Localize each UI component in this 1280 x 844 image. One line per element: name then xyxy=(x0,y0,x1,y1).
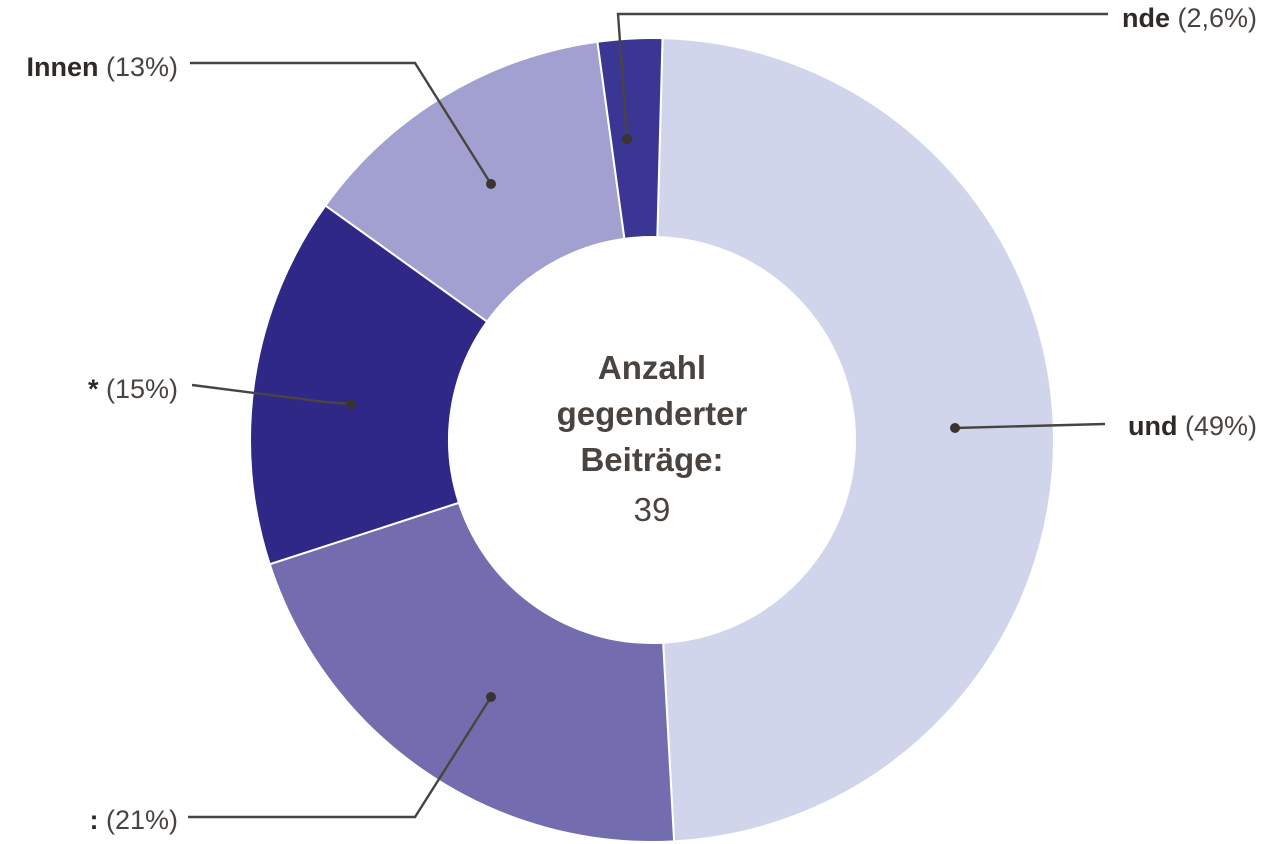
slice-label-2: : (21%) xyxy=(89,805,178,835)
leader-dot-4 xyxy=(486,179,496,189)
slice-label-name: und xyxy=(1128,411,1177,441)
center-label: Anzahl gegenderter Beiträge: 39 xyxy=(557,349,748,528)
leader-line-4 xyxy=(190,61,493,185)
slice-label-5: nde (2,6%) xyxy=(1122,3,1257,33)
slice-label-percent: (49%) xyxy=(1177,411,1257,441)
leader-lines xyxy=(188,12,1108,819)
slice-label-3: * (15%) xyxy=(88,374,178,404)
center-value: 39 xyxy=(634,491,671,528)
center-title-line-1: Anzahl xyxy=(598,349,706,386)
leader-dot-2 xyxy=(486,692,496,702)
center-title-line-3: Beiträge: xyxy=(580,441,723,478)
leader-line-1 xyxy=(954,422,1106,430)
slice-label-4: Innen (13%) xyxy=(26,52,178,82)
slice-label-name: * xyxy=(88,374,99,404)
slice-label-name: nde xyxy=(1122,3,1170,33)
donut-slices xyxy=(249,37,1055,843)
slice-label-percent: (13%) xyxy=(98,52,178,82)
leader-dot-5 xyxy=(622,134,632,144)
slice-3 xyxy=(249,204,489,566)
leader-dot-1 xyxy=(950,423,960,433)
center-title-line-2: gegenderter xyxy=(557,395,748,432)
leader-line-3 xyxy=(191,383,352,406)
slice-4 xyxy=(324,40,626,324)
slice-label-name: : xyxy=(89,805,98,835)
slice-label-name: Innen xyxy=(26,52,98,82)
leader-line-5 xyxy=(616,12,1108,140)
slice-label-percent: (21%) xyxy=(98,805,178,835)
leader-line-2 xyxy=(188,696,493,819)
leader-dot-3 xyxy=(346,399,356,409)
slice-label-percent: (2,6%) xyxy=(1170,3,1257,33)
slice-labels: und (49%): (21%)* (15%)Innen (13%)nde (2… xyxy=(26,3,1257,835)
slice-label-1: und (49%) xyxy=(1128,411,1257,441)
slice-1 xyxy=(656,37,1055,843)
slice-label-percent: (15%) xyxy=(98,374,178,404)
slice-2 xyxy=(268,501,676,843)
